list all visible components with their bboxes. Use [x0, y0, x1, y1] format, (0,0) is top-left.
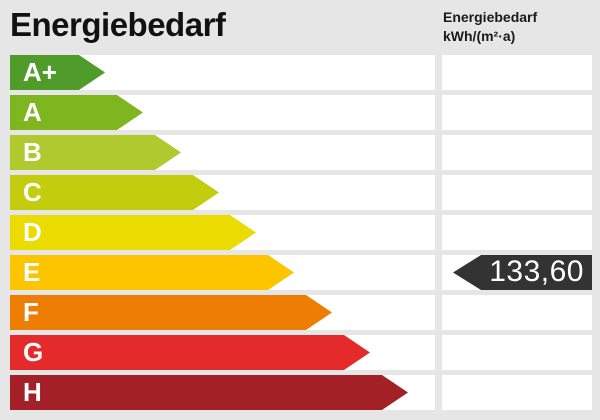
band-label: A+	[23, 57, 57, 87]
band-cell: C	[10, 175, 435, 210]
value-cell	[442, 375, 592, 410]
energy-band-arrow-a: A	[10, 95, 143, 130]
band-label: H	[23, 377, 42, 407]
band-cell: B	[10, 135, 435, 170]
energy-value-text: 133,60	[489, 255, 584, 288]
value-cell	[442, 215, 592, 250]
unit-header-line1: Energiebedarf	[443, 9, 538, 25]
band-cell: D	[10, 215, 435, 250]
energy-band-arrow-h: H	[10, 375, 408, 410]
band-label: C	[23, 177, 42, 207]
band-cell: H	[10, 375, 435, 410]
page-title: Energiebedarf	[10, 6, 226, 43]
unit-header: Energiebedarf kWh/(m²·a)	[443, 8, 537, 46]
band-cell: A	[10, 95, 435, 130]
energy-band-arrow-c: C	[10, 175, 219, 210]
value-cell	[442, 95, 592, 130]
energy-value-marker: 133,60	[453, 255, 592, 290]
scale-row-g: G	[0, 335, 600, 370]
value-cell	[442, 175, 592, 210]
value-cell	[442, 335, 592, 370]
band-cell: A+	[10, 55, 435, 90]
value-cell	[442, 295, 592, 330]
band-cell: E	[10, 255, 435, 290]
band-cell: G	[10, 335, 435, 370]
scale-row-a-plus: A+	[0, 55, 600, 90]
value-cell	[442, 55, 592, 90]
scale-row-a: A	[0, 95, 600, 130]
value-cell	[442, 135, 592, 170]
unit-header-line2: kWh/(m²·a)	[443, 28, 516, 44]
value-cell: 133,60	[442, 255, 592, 290]
band-label: E	[23, 257, 41, 287]
scale-row-c: C	[0, 175, 600, 210]
scale-row-f: F	[0, 295, 600, 330]
scale-row-e: E 133,60	[0, 255, 600, 290]
energy-band-arrow-b: B	[10, 135, 181, 170]
band-label: D	[23, 217, 42, 247]
energy-band-arrow-a-plus: A+	[10, 55, 105, 90]
band-label: F	[23, 297, 39, 327]
energy-band-arrow-d: D	[10, 215, 256, 250]
band-label: G	[23, 337, 44, 367]
scale-row-h: H	[0, 375, 600, 410]
band-label: A	[23, 97, 42, 127]
energy-band-arrow-g: G	[10, 335, 370, 370]
scale-row-b: B	[0, 135, 600, 170]
band-cell: F	[10, 295, 435, 330]
energy-band-arrow-f: F	[10, 295, 332, 330]
scale-row-d: D	[0, 215, 600, 250]
band-label: B	[23, 137, 42, 167]
energy-band-arrow-e: E	[10, 255, 294, 290]
